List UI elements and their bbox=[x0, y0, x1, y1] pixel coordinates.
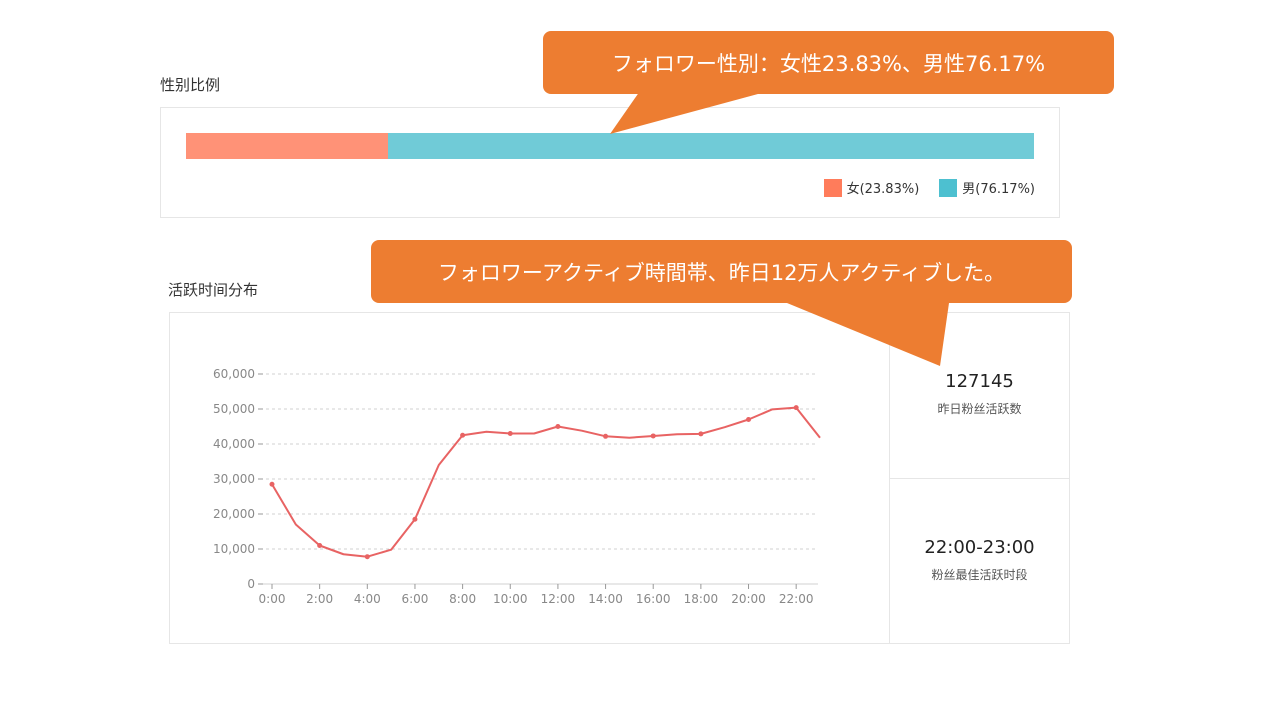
x-tick-label: 18:00 bbox=[684, 592, 719, 606]
data-point[interactable] bbox=[603, 433, 609, 439]
gender-callout-text: フォロワー性別：女性23.83%、男性76.17% bbox=[611, 51, 1046, 76]
activity-panel: 0 10,000 20,000 30,000 40,000 50,000 60,000 0:0… bbox=[169, 312, 1070, 644]
data-point[interactable] bbox=[698, 431, 704, 437]
data-point[interactable] bbox=[269, 481, 275, 487]
activity-callout-tail bbox=[770, 296, 950, 366]
legend-item-female[interactable]: 女(23.83%) bbox=[823, 178, 920, 197]
data-point[interactable] bbox=[317, 543, 323, 548]
stat-best-period-value: 22:00-23:00 bbox=[924, 537, 1035, 558]
series-line bbox=[271, 406, 821, 558]
y-tick-label: 0 bbox=[247, 577, 255, 591]
y-tick-label: 30,000 bbox=[213, 472, 255, 486]
y-tick-label: 20,000 bbox=[213, 507, 255, 521]
data-point[interactable] bbox=[555, 424, 561, 429]
stats-column: 127145 昨日粉丝活跃数 22:00-23:00 粉丝最佳活跃时段 bbox=[889, 312, 1070, 644]
data-point[interactable] bbox=[650, 433, 656, 439]
activity-line-chart: 0 10,000 20,000 30,000 40,000 50,000 60,000 0:0… bbox=[213, 367, 821, 606]
stat-active-count-value: 127145 bbox=[945, 371, 1014, 392]
gender-legend: 女(23.83%) 男(76.17%) bbox=[804, 178, 1035, 197]
x-tick-label: 20:00 bbox=[731, 592, 766, 606]
stat-active-count: 127145 昨日粉丝活跃数 bbox=[890, 371, 1069, 417]
x-tick-label: 2:00 bbox=[306, 592, 333, 606]
x-tick-label: 10:00 bbox=[493, 592, 528, 606]
data-point[interactable] bbox=[364, 554, 370, 560]
legend-label-female: 女(23.83%) bbox=[846, 182, 920, 197]
activity-callout-text: フォロワーアクティブ時間帯、昨日12万人アクティブした。 bbox=[437, 260, 1006, 285]
legend-label-male: 男(76.17%) bbox=[962, 182, 1035, 197]
x-tick-label: 14:00 bbox=[588, 592, 623, 606]
gender-callout-tail bbox=[610, 88, 780, 134]
y-tick-label: 10,000 bbox=[213, 542, 255, 556]
data-point[interactable] bbox=[460, 432, 466, 438]
male-bar-segment[interactable] bbox=[388, 133, 1034, 159]
x-tick-label: 16:00 bbox=[636, 592, 671, 606]
female-bar-segment[interactable] bbox=[186, 133, 389, 159]
stat-active-count-label: 昨日粉丝活跃数 bbox=[937, 402, 1022, 416]
gender-ratio-bar bbox=[186, 133, 1034, 159]
legend-item-male[interactable]: 男(76.17%) bbox=[939, 178, 1035, 197]
data-point[interactable] bbox=[793, 405, 799, 411]
legend-swatch-male bbox=[939, 178, 958, 197]
x-tick-label: 8:00 bbox=[449, 592, 476, 606]
data-point[interactable] bbox=[746, 417, 752, 422]
activity-section-title: 活跃时间分布 bbox=[168, 281, 259, 299]
x-tick-label: 4:00 bbox=[354, 592, 381, 606]
y-tick-label: 50,000 bbox=[213, 402, 255, 416]
stat-best-period-label: 粉丝最佳活跃时段 bbox=[931, 568, 1028, 582]
data-point[interactable] bbox=[412, 516, 418, 522]
gender-callout: フォロワー性別：女性23.83%、男性76.17% bbox=[543, 31, 1114, 94]
gender-section-title: 性别比例 bbox=[160, 76, 221, 94]
x-tick-label: 6:00 bbox=[401, 592, 428, 606]
x-tick-label: 12:00 bbox=[541, 592, 576, 606]
x-tick-label: 0:00 bbox=[259, 592, 286, 606]
y-tick-label: 60,000 bbox=[213, 367, 255, 381]
data-point[interactable] bbox=[507, 431, 513, 436]
legend-swatch-female bbox=[823, 178, 842, 197]
gender-panel: 女(23.83%) 男(76.17%) bbox=[160, 107, 1060, 218]
x-tick-label: 22:00 bbox=[779, 592, 814, 606]
activity-callout: フォロワーアクティブ時間帯、昨日12万人アクティブした。 bbox=[371, 240, 1072, 303]
y-tick-label: 40,000 bbox=[213, 437, 255, 451]
stat-best-period: 22:00-23:00 粉丝最佳活跃时段 bbox=[890, 537, 1069, 583]
stats-divider bbox=[890, 478, 1069, 479]
